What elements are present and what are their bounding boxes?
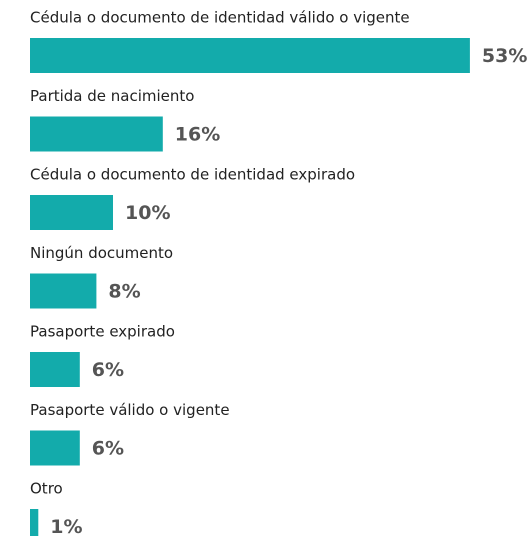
bar	[30, 195, 113, 230]
category-label: Pasaporte expirado	[30, 323, 175, 341]
category-label: Otro	[30, 480, 63, 498]
value-label: 16%	[175, 124, 220, 146]
value-label: 6%	[92, 438, 124, 460]
category-label: Partida de nacimiento	[30, 87, 194, 105]
bar	[30, 509, 39, 536]
category-label: Cédula o documento de identidad expirado	[30, 166, 355, 184]
category-label: Pasaporte válido o vigente	[30, 401, 230, 419]
category-label: Ningún documento	[30, 244, 173, 262]
value-label: 8%	[108, 281, 140, 303]
bar	[30, 273, 97, 309]
value-label: 6%	[92, 359, 124, 381]
value-label: 53%	[482, 45, 527, 67]
bar	[30, 116, 163, 152]
category-label: Cédula o documento de identidad válido o…	[30, 9, 410, 27]
bar	[30, 430, 80, 466]
value-label: 1%	[50, 516, 82, 536]
bar	[30, 352, 80, 387]
bar	[30, 38, 470, 73]
value-label: 10%	[125, 202, 170, 224]
